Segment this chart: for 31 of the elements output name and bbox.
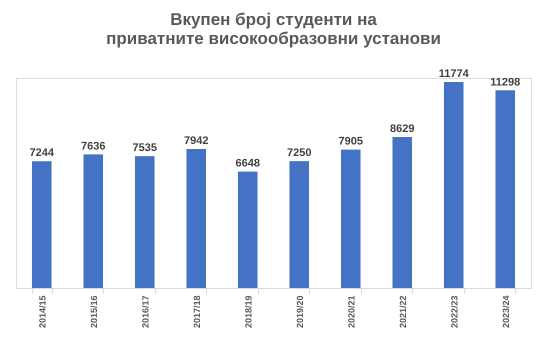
bar: [392, 136, 412, 288]
data-label: 11774: [438, 68, 470, 80]
bar: [495, 90, 516, 288]
x-tick-label: 2020/21: [346, 296, 356, 328]
bar: [186, 149, 206, 288]
bar: [340, 150, 361, 288]
data-label: 7942: [184, 135, 208, 148]
bar: [83, 154, 104, 288]
data-label: 7535: [132, 142, 157, 154]
bar: [444, 82, 464, 288]
bar: [238, 172, 258, 288]
bar: [134, 156, 155, 288]
data-label: 7250: [287, 147, 312, 160]
data-label: 7636: [81, 140, 106, 152]
data-label: 7905: [338, 136, 363, 148]
data-label: 8629: [390, 122, 414, 135]
x-tick-label: 2023/24: [500, 296, 511, 328]
bar: [32, 161, 52, 288]
x-tick-label: 2015/16: [88, 296, 99, 328]
x-tick-label: 2022/23: [449, 296, 460, 328]
x-tick-label: 2019/20: [294, 296, 305, 328]
x-tick-label: 2017/18: [192, 296, 202, 328]
chart-title: Вкупен број студенти на приватните високообразовни установи: [106, 10, 441, 48]
data-label: 7244: [30, 147, 55, 160]
x-tick-label: 2021/22: [398, 296, 408, 328]
x-tick-label: 2018/19: [243, 296, 254, 328]
x-tick-label: 2016/17: [140, 296, 150, 328]
data-label: 11298: [490, 76, 520, 88]
bar: [289, 161, 310, 288]
data-label: 6648: [236, 158, 260, 170]
x-tick-label: 2014/15: [37, 296, 48, 328]
